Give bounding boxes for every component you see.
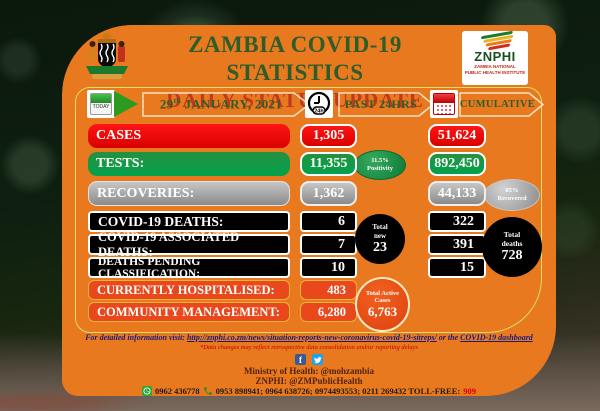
svg-text:24h: 24h — [314, 109, 324, 115]
pending-deaths-cumulative-value: 15 — [428, 257, 486, 278]
cases-label: CASES — [88, 124, 290, 148]
total-deaths-circle: Total deaths 728 — [482, 217, 542, 277]
past-24hrs-header: PAST 24HRS — [338, 92, 434, 117]
active-cases-line2: Cases — [374, 297, 391, 304]
cumulative-label: CUMULATIVE — [459, 99, 536, 110]
total-deaths-line2: deaths — [501, 238, 523, 248]
statistics-card: ZAMBIA COVID-19 STATISTICS DAILY STATUS … — [62, 25, 556, 396]
past-24hrs-label: PAST 24HRS — [344, 97, 418, 111]
phone-icon — [203, 387, 212, 395]
info-line: For detailed information visit: http://z… — [62, 333, 556, 342]
tests-cumulative-value: 892,450 — [428, 152, 486, 176]
page-subtitle: DAILY STATUS UPDATE — [166, 88, 424, 112]
cases-cumulative-value: 51,624 — [428, 124, 486, 148]
tests-past24-value: 11,355 — [300, 152, 357, 176]
cumulative-header: CUMULATIVE — [459, 92, 544, 117]
poster-titles: ZAMBIA COVID-19 STATISTICS DAILY STATUS … — [130, 31, 460, 113]
recovered-caption: Recovered — [497, 195, 527, 202]
recovered-badge: 85% Recovered — [484, 179, 540, 211]
community-management-value: 6,280 — [300, 302, 357, 322]
associated-deaths-past24-value: 7 — [300, 234, 357, 255]
total-new-deaths-circle: Total new 23 — [355, 214, 405, 264]
community-management-label: COMMUNITY MANAGEMENT: — [88, 302, 290, 322]
recovered-value: 85% — [505, 187, 519, 195]
data-disclaimer: *Data changes may reflect retrospective … — [199, 344, 418, 351]
recoveries-label: RECOVERIES: — [88, 181, 290, 206]
znphi-handle: ZNPHI: @ZMPublicHealth — [255, 376, 363, 386]
pending-deaths-past24-value: 10 — [300, 257, 357, 278]
pending-deaths-label: DEATHS PENDING CLASSIFICATION: — [88, 256, 290, 280]
dashboard-link[interactable]: COVID-19 dashboard — [460, 333, 533, 342]
covid-deaths-past24-value: 6 — [300, 211, 357, 232]
zambia-coat-of-arms-icon — [86, 33, 128, 79]
znphi-org-line1: ZAMBIA NATIONAL — [474, 64, 516, 69]
info-prefix: For detailed information visit: — [85, 333, 187, 342]
positivity-value: 11.5% — [371, 157, 389, 165]
active-cases-value: 6,763 — [367, 304, 398, 320]
associated-deaths-cumulative-value: 391 — [428, 234, 486, 255]
total-active-cases-circle: Total Active Cases 6,763 — [355, 277, 410, 332]
page-title: ZAMBIA COVID-19 STATISTICS — [188, 32, 402, 85]
total-new-line1: Total — [372, 223, 388, 232]
positivity-caption: Positivity — [367, 165, 393, 172]
info-mid: or the — [436, 333, 461, 342]
tests-label: TESTS: — [88, 152, 290, 176]
today-calendar-icon: TODAY — [87, 90, 115, 118]
active-cases-line1: Total Active — [365, 289, 400, 297]
clock-24h-icon: 24h — [305, 90, 333, 118]
stats-panel-border — [75, 87, 542, 333]
twitter-icon[interactable] — [312, 354, 323, 365]
phone-numbers: 0953 898941; 0964 638726; 0974493553; 02… — [215, 386, 461, 396]
facebook-icon[interactable]: f — [295, 354, 306, 365]
tollfree-number: 909 — [463, 386, 476, 396]
cases-past24-value: 1,305 — [300, 124, 357, 148]
associated-deaths-label: COVID-19 ASSOCIATED DEATHS: — [88, 230, 290, 259]
hospitalised-value: 483 — [300, 280, 357, 300]
hospitalised-label: CURRENTLY HOSPITALISED: — [88, 280, 290, 300]
recoveries-past24-value: 1,362 — [300, 181, 357, 206]
znphi-org-line2: PUBLIC HEALTH INSTITUTE — [464, 69, 526, 75]
covid-deaths-label: COVID-19 DEATHS: — [88, 211, 290, 232]
covid-deaths-cumulative-value: 322 — [428, 211, 486, 232]
today-badge-label: TODAY — [92, 104, 110, 110]
sitreps-link[interactable]: http://znphi.co.zm/news/situation-report… — [186, 333, 437, 342]
znphi-logo: ZNPHI ZAMBIA NATIONAL PUBLIC HEALTH INST… — [462, 30, 528, 85]
green-arrow-icon — [114, 91, 138, 117]
recoveries-cumulative-value: 44,133 — [428, 181, 486, 206]
znphi-logo-name: ZNPHI — [474, 49, 516, 64]
contact-numbers-row: 0962 436778 0953 898941; 0964 638726; 09… — [62, 386, 556, 396]
social-icons-row: f — [62, 354, 556, 365]
cumulative-calendar-icon — [430, 90, 458, 118]
total-deaths-value: 728 — [501, 248, 523, 264]
report-date: 29th JANUARY, 2021 — [159, 96, 283, 112]
total-deaths-line1: Total — [503, 229, 521, 239]
positivity-badge: 11.5% Positivity — [354, 150, 406, 180]
whatsapp-icon — [142, 386, 153, 396]
total-new-value: 23 — [373, 239, 387, 255]
ministry-handle: Ministry of Health: @mohzambia — [243, 366, 375, 376]
whatsapp-number: 0962 436778 — [155, 386, 200, 396]
date-header: 29th JANUARY, 2021 — [142, 92, 310, 117]
total-new-line2: new — [373, 231, 387, 240]
